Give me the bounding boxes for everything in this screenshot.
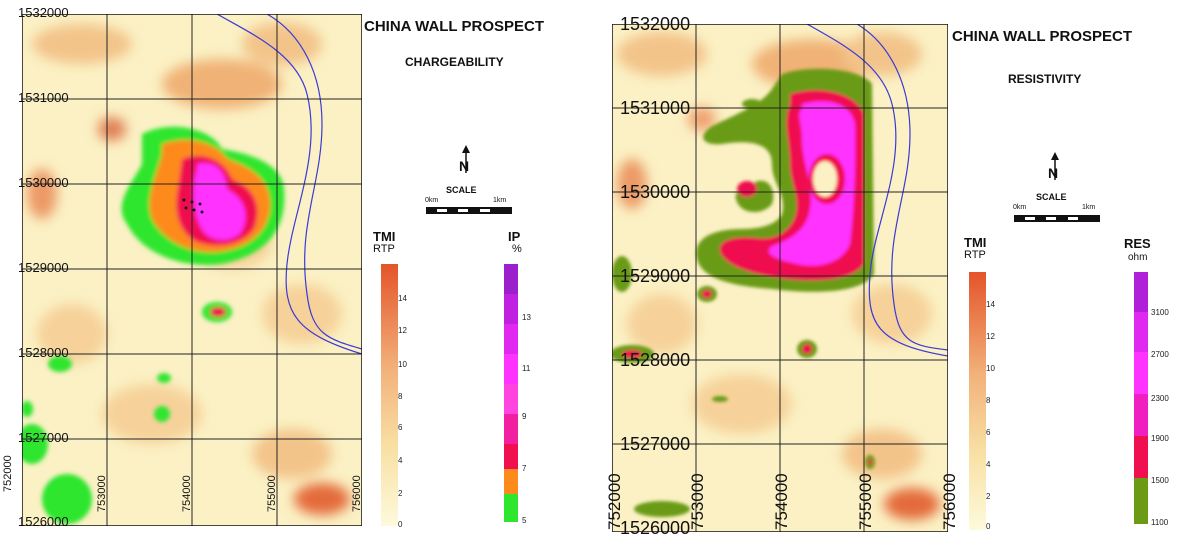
res-legend-title: RES — [1124, 236, 1151, 251]
y-tick-1531000: 1531000 — [620, 98, 691, 118]
ip-legend-unit: % — [512, 243, 522, 255]
north-arrow-icon: N — [1048, 152, 1059, 181]
ip-color-legend — [504, 264, 518, 522]
tmi-val-4: 4 — [986, 460, 991, 469]
res-val-1500: 1500 — [1151, 476, 1169, 485]
scale-bar — [1014, 215, 1100, 222]
ip-anomaly — [22, 126, 285, 524]
tmi-val-4: 4 — [398, 456, 403, 465]
map-grid — [612, 24, 948, 532]
tmi-val-10: 10 — [986, 364, 995, 373]
scale-0km: 0km — [425, 197, 439, 204]
left-map[interactable] — [22, 14, 362, 526]
ip-val-7: 7 — [522, 464, 527, 473]
y-tick-1528000: 1528000 — [620, 350, 691, 370]
tmi-legend-unit: RTP — [373, 243, 395, 255]
svg-text:N: N — [459, 158, 469, 174]
right-subtitle: RESISTIVITY — [1008, 72, 1082, 86]
x-tick-755000: 755000 — [856, 473, 875, 530]
tmi-val-2: 2 — [986, 492, 991, 501]
res-val-1100: 1100 — [1151, 518, 1169, 527]
north-arrow-icon: N — [459, 145, 470, 174]
left-title: CHINA WALL PROSPECT — [364, 18, 545, 35]
tmi-val-14: 14 — [986, 300, 995, 309]
y-tick-1530000: 1530000 — [620, 182, 691, 202]
y-tick-1529000: 1529000 — [18, 260, 69, 275]
scale-label: SCALE — [446, 185, 477, 195]
y-tick-1531000: 1531000 — [18, 90, 69, 105]
right-title: CHINA WALL PROSPECT — [952, 28, 1133, 45]
left-map-panel: 1532000 1531000 1530000 1529000 1528000 … — [2, 5, 545, 529]
tmi-val-12: 12 — [398, 326, 407, 335]
x-tick-754000: 754000 — [772, 473, 791, 530]
res-val-1900: 1900 — [1151, 434, 1169, 443]
tmi-legend-title: TMI — [373, 229, 396, 244]
x-tick-756000: 756000 — [351, 475, 363, 512]
x-tick-755000: 755000 — [266, 475, 278, 512]
ip-legend-title: IP — [508, 229, 521, 244]
y-tick-1527000: 1527000 — [18, 430, 69, 445]
svg-text:N: N — [1048, 165, 1058, 181]
res-val-2700: 2700 — [1151, 350, 1169, 359]
ip-val-9: 9 — [522, 412, 527, 421]
res-val-2300: 2300 — [1151, 394, 1169, 403]
x-tick-753000: 753000 — [688, 473, 707, 530]
y-tick-1528000: 1528000 — [18, 345, 69, 360]
right-map[interactable] — [612, 24, 948, 532]
y-tick-1532000: 1532000 — [620, 14, 691, 34]
tmi-val-2: 2 — [398, 489, 403, 498]
sample-points — [182, 198, 204, 214]
tmi-legend-unit: RTP — [964, 249, 986, 261]
scale-0km: 0km — [1013, 204, 1027, 211]
y-tick-1529000: 1529000 — [620, 266, 691, 286]
tmi-color-legend — [969, 272, 986, 530]
scale-label: SCALE — [1036, 192, 1067, 202]
tmi-legend-title: TMI — [964, 235, 987, 250]
tmi-color-legend — [381, 264, 398, 526]
tmi-val-8: 8 — [398, 392, 403, 401]
tmi-val-0: 0 — [398, 520, 403, 529]
left-subtitle: CHARGEABILITY — [405, 55, 504, 69]
scale-1km: 1km — [1082, 204, 1096, 211]
scale-1km: 1km — [493, 197, 507, 204]
map-grid — [22, 14, 362, 526]
x-tick-752000: 752000 — [605, 473, 624, 530]
scale-bar — [426, 207, 512, 214]
resistivity-anomaly — [612, 68, 875, 517]
res-legend-unit: ohm — [1128, 252, 1148, 263]
x-tick-756000: 756000 — [940, 473, 959, 530]
ip-val-13: 13 — [522, 313, 531, 322]
y-tick-1526000: 1526000 — [18, 514, 69, 529]
x-tick-753000: 753000 — [96, 475, 108, 512]
res-val-3100: 3100 — [1151, 308, 1169, 317]
tmi-val-6: 6 — [398, 423, 403, 432]
ip-val-11: 11 — [522, 364, 531, 373]
contour-line-1 — [216, 14, 362, 355]
x-tick-752000: 752000 — [2, 455, 14, 492]
tmi-val-14: 14 — [398, 294, 407, 303]
tmi-val-10: 10 — [398, 360, 407, 369]
y-tick-1527000: 1527000 — [620, 434, 691, 454]
res-color-legend — [1134, 272, 1148, 524]
contour-line-2 — [856, 24, 948, 351]
x-tick-754000: 754000 — [181, 475, 193, 512]
tmi-val-0: 0 — [986, 522, 991, 531]
contour-line-1 — [806, 24, 948, 357]
y-tick-1532000: 1532000 — [18, 5, 69, 20]
tmi-val-12: 12 — [986, 332, 995, 341]
tmi-val-6: 6 — [986, 428, 991, 437]
contour-line-2 — [266, 14, 362, 350]
tmi-val-8: 8 — [986, 396, 991, 405]
y-tick-1526000: 1526000 — [620, 518, 691, 538]
ip-val-5: 5 — [522, 516, 527, 525]
right-map-panel: 1532000 1531000 1530000 1529000 1528000 … — [600, 0, 1199, 546]
y-tick-1530000: 1530000 — [18, 175, 69, 190]
